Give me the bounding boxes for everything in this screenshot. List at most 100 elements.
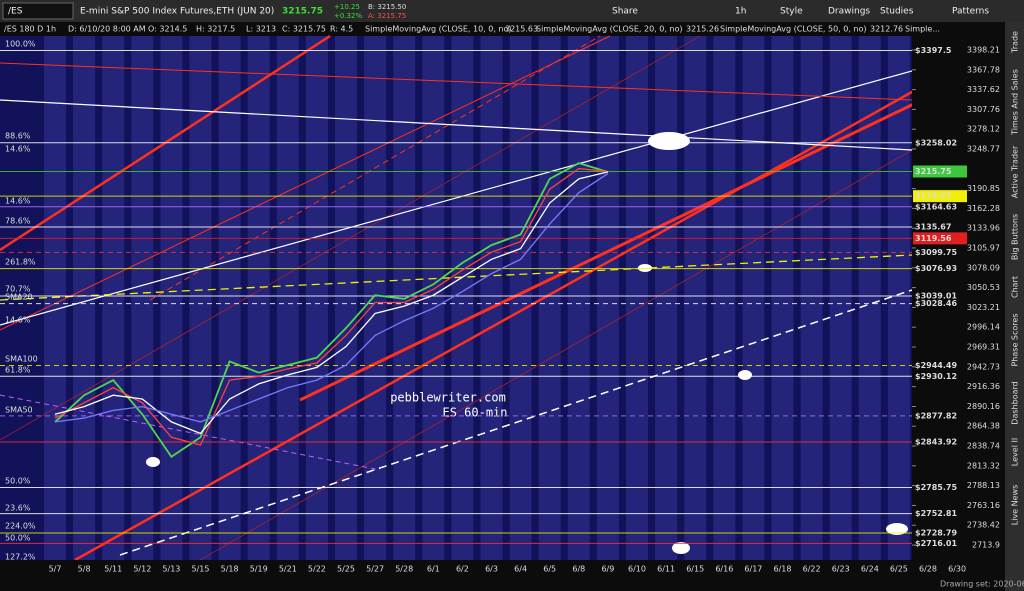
y-tick-label: 3190.85 xyxy=(967,184,1000,193)
price-tag: $3397.5 xyxy=(915,46,952,55)
price-tag: $2752.81 xyxy=(915,509,957,518)
toolbar-button[interactable]: Share xyxy=(612,7,638,17)
legend-entry: SimpleMovingAvg (CLOSE, 50, 0, no) xyxy=(720,25,867,34)
fib-label: 50.0% xyxy=(5,534,31,543)
side-tab[interactable]: Phase Scores xyxy=(1011,313,1020,366)
marker xyxy=(886,523,908,535)
marker xyxy=(672,542,690,554)
legend-value: 3212.76 xyxy=(870,25,903,34)
info-item: D: 6/10/20 8:00 AM xyxy=(68,25,146,34)
x-tick-label: 6/24 xyxy=(861,565,879,574)
price-tag: $2785.75 xyxy=(915,483,957,492)
series-line xyxy=(54,171,609,435)
trendline xyxy=(149,35,601,301)
x-tick-label: 6/3 xyxy=(485,565,498,574)
status: Drawing set: 2020-0610 xyxy=(940,580,1024,589)
trendline xyxy=(299,58,1006,402)
toolbar-button[interactable]: Drawings xyxy=(828,7,870,17)
trendline xyxy=(0,35,611,331)
x-tick-label: 6/30 xyxy=(948,565,966,574)
y-tick-label: 3050.53 xyxy=(967,283,1000,292)
x-tick-label: 6/4 xyxy=(514,565,527,574)
toolbar-button[interactable]: 1h xyxy=(735,7,746,17)
price-tag: 3215.75 xyxy=(915,167,952,176)
session-band xyxy=(538,36,561,560)
session-band xyxy=(247,36,270,560)
side-tab[interactable]: Trade xyxy=(1011,31,1020,54)
price-tag: $2877.82 xyxy=(915,411,957,420)
price-tag: $2930.12 xyxy=(915,372,957,381)
trendline xyxy=(74,38,1006,562)
side-tab[interactable]: Dashboard xyxy=(1011,381,1020,424)
info-item: R: 4.5 xyxy=(330,25,353,34)
y-tick-label: 3278.12 xyxy=(967,125,1000,134)
price-tag: $3039.01 xyxy=(915,291,957,300)
session-band xyxy=(189,36,212,560)
price-tag: $2716.01 xyxy=(915,539,957,548)
symbol[interactable]: /ES xyxy=(8,7,23,17)
price-tag: $3164.63 xyxy=(915,202,957,211)
y-tick-label: 3162.28 xyxy=(967,204,1000,213)
x-tick-label: 5/27 xyxy=(366,565,384,574)
price-tag: $3258.02 xyxy=(915,138,957,147)
marker xyxy=(638,264,652,272)
info-item: L: 3213 xyxy=(246,25,276,34)
session-band xyxy=(160,36,183,560)
side-tab[interactable]: Active Trader xyxy=(1011,145,1020,198)
x-tick-label: 6/5 xyxy=(543,565,556,574)
price-tag: 3135.67 xyxy=(915,223,951,232)
side-tab[interactable]: Times And Sales xyxy=(1011,69,1020,136)
trendline xyxy=(0,99,913,151)
fib-label: 14.6% xyxy=(5,145,31,154)
fib-label: 224.0% xyxy=(5,522,36,531)
session-band xyxy=(567,36,590,560)
session-band xyxy=(451,36,474,560)
y-tick-label: 2763.16 xyxy=(967,501,1000,510)
x-tick-label: 6/1 xyxy=(427,565,440,574)
price-tag: $2728.79 xyxy=(915,528,957,537)
legend-entry: SimpleMovingAvg (CLOSE, 10, 0, no) xyxy=(365,25,512,34)
y-tick-label: 3248.77 xyxy=(967,145,1000,154)
marker xyxy=(648,132,690,150)
trendline xyxy=(199,149,913,561)
side-tab[interactable]: Level II xyxy=(1011,438,1020,466)
trendline xyxy=(0,254,913,301)
y-tick-label: 2864.38 xyxy=(967,422,1000,431)
side-tab[interactable]: Live News xyxy=(1011,485,1020,526)
info-item: Simple... xyxy=(905,25,940,34)
x-tick-label: 6/28 xyxy=(919,565,937,574)
x-tick-label: 6/25 xyxy=(890,565,908,574)
symbol-box[interactable] xyxy=(2,2,74,20)
watermark: pebblewriter.com xyxy=(390,391,506,405)
session-band xyxy=(218,36,241,560)
info-item: C: 3215.75 xyxy=(282,25,326,34)
fib-label: SMA20 xyxy=(5,293,33,302)
side-tab[interactable]: Chart xyxy=(1011,276,1020,298)
toolbar-button[interactable]: Style xyxy=(780,7,803,17)
y-tick-label: 2890.16 xyxy=(967,402,1000,411)
ask: A: 3215.75 xyxy=(368,12,406,20)
session-band xyxy=(364,36,387,560)
info-item: O: 3214.5 xyxy=(148,25,187,34)
marker xyxy=(738,370,752,380)
side-tab[interactable]: Big Buttons xyxy=(1011,214,1020,260)
session-band xyxy=(102,36,125,560)
trendline xyxy=(0,44,1006,326)
x-tick-label: 5/7 xyxy=(49,565,62,574)
toolbar-bg xyxy=(0,0,1024,22)
y-tick-label: 2916.36 xyxy=(967,382,1000,391)
session-band xyxy=(44,36,66,560)
price-tag: $3028.46 xyxy=(915,299,957,308)
change-pct: +0.32% xyxy=(334,12,362,20)
session-band xyxy=(509,36,532,560)
toolbar-button[interactable]: Patterns xyxy=(952,7,989,17)
fib-label: 50.0% xyxy=(5,477,31,486)
x-tick-label: 6/23 xyxy=(832,565,850,574)
x-tick-label: 6/9 xyxy=(601,565,614,574)
y-tick-label: 3105.97 xyxy=(967,243,1000,252)
toolbar-button[interactable]: Studies xyxy=(880,7,914,17)
x-tick-label: 6/2 xyxy=(456,565,469,574)
session-band xyxy=(655,36,678,560)
price-tag-box xyxy=(913,190,967,203)
